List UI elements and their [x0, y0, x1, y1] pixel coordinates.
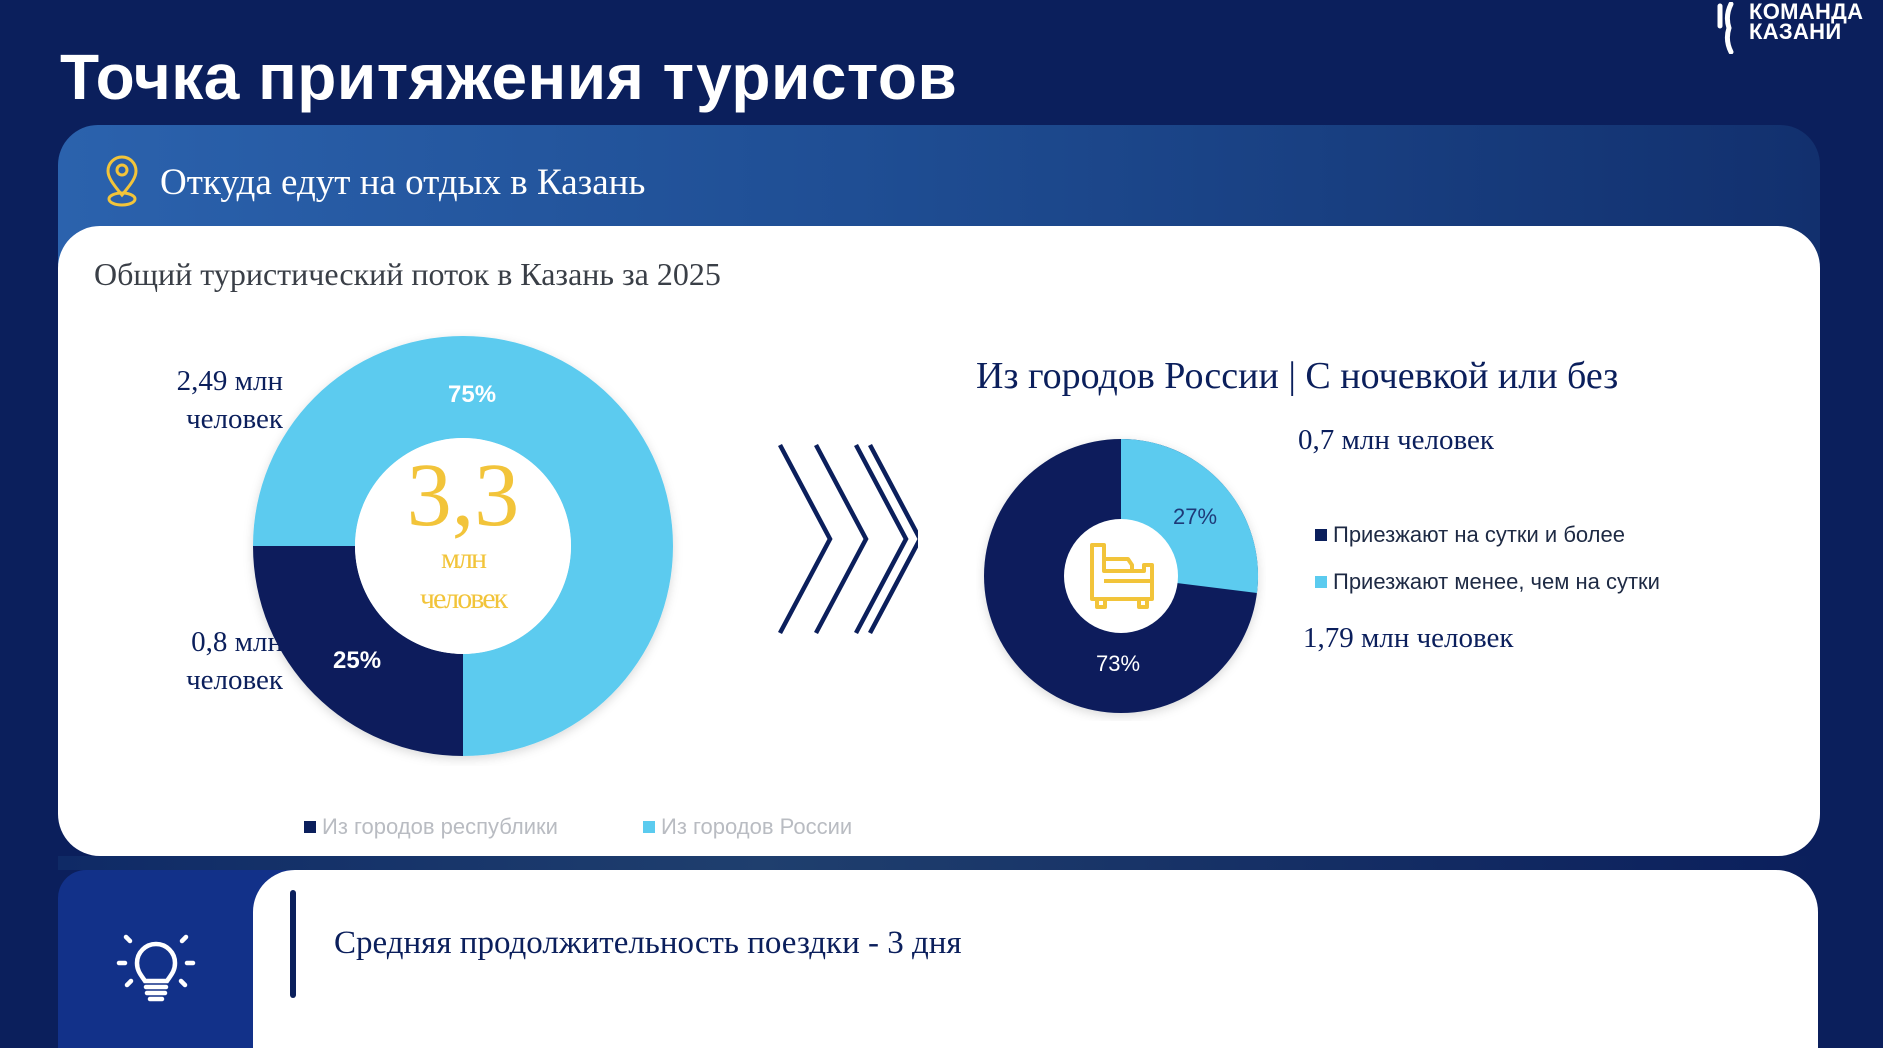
legend-swatch-navy: [1315, 529, 1327, 541]
accent-bar: [290, 890, 296, 998]
chevron-arrows-icon: [778, 443, 918, 635]
bed-icon: [1090, 543, 1154, 609]
legend-swatch-lightblue: [643, 821, 655, 833]
logo-bracket-icon: [1717, 2, 1734, 54]
legend-label: Из городов республики: [322, 814, 558, 839]
section-divider: [58, 856, 1820, 870]
legend-item-republic: Из городов республики: [304, 814, 558, 840]
center-value: 3,3: [406, 446, 520, 545]
pct-less-than-day-label: 27%: [1173, 504, 1218, 529]
pct-day-or-more-label: 73%: [1096, 651, 1141, 676]
republic-value-label: 0,8 млн человек: [83, 623, 283, 699]
section-title: Откуда едут на отдых в Казань: [160, 161, 646, 203]
page-title: Точка притяжения туристов: [60, 41, 958, 113]
pct-russia-label: 75%: [448, 381, 497, 408]
logo-line1: КОМАНДА: [1749, 0, 1864, 24]
pct-republic-label: 25%: [333, 647, 382, 674]
map-pin-icon: [106, 155, 138, 207]
logo-line2: КАЗАНИ: [1749, 19, 1842, 44]
donut-segment-republic: [253, 546, 463, 756]
legend-item-russia: Из городов России: [643, 814, 852, 840]
legend-swatch-lightblue: [1315, 576, 1327, 588]
label-top-line1: 2,49 млн: [176, 365, 283, 397]
label-bottom-line2: человек: [186, 664, 283, 696]
legend-item-day-or-more: Приезжают на сутки и более: [1315, 522, 1625, 548]
label-bottom-line1: 0,8 млн: [191, 626, 283, 658]
lightbulb-icon: [116, 934, 196, 1002]
main-card: Общий туристический поток в Казань за 20…: [58, 226, 1820, 856]
right-chart-title: Из городов России | С ночевкой или без: [976, 355, 1619, 397]
center-unit-people: человек: [419, 582, 508, 615]
republic-russia-value-label: 2,49 млн человек: [83, 362, 283, 438]
center-unit-mln: млн: [440, 542, 487, 575]
overnight-donut-chart: [984, 439, 1259, 713]
left-chart-title: Общий туристический поток в Казань за 20…: [94, 256, 721, 292]
legend-item-less-than-day: Приезжают менее, чем на сутки: [1315, 569, 1660, 595]
value-less-than-day: 0,7 млн человек: [1298, 424, 1495, 456]
legend-label: Приезжают на сутки и более: [1333, 522, 1625, 547]
insight-card: [253, 870, 1818, 1048]
insight-text: Средняя продолжительность поездки - 3 дн…: [334, 925, 962, 961]
total-flow-donut-chart: [253, 336, 673, 756]
legend-swatch-navy: [304, 821, 316, 833]
donut-center-total: 3,3 млн человек: [353, 451, 573, 621]
donut-segment-russia: [463, 336, 673, 756]
donut-segment-russia-topleft: [253, 336, 463, 546]
legend-label: Из городов России: [661, 814, 853, 839]
komanda-kazani-logo: КОМАНДА КАЗАНИ: [1713, 0, 1863, 60]
legend-label: Приезжают менее, чем на сутки: [1333, 569, 1660, 594]
label-top-line2: человек: [186, 403, 283, 435]
value-day-or-more: 1,79 млн человек: [1303, 622, 1514, 654]
